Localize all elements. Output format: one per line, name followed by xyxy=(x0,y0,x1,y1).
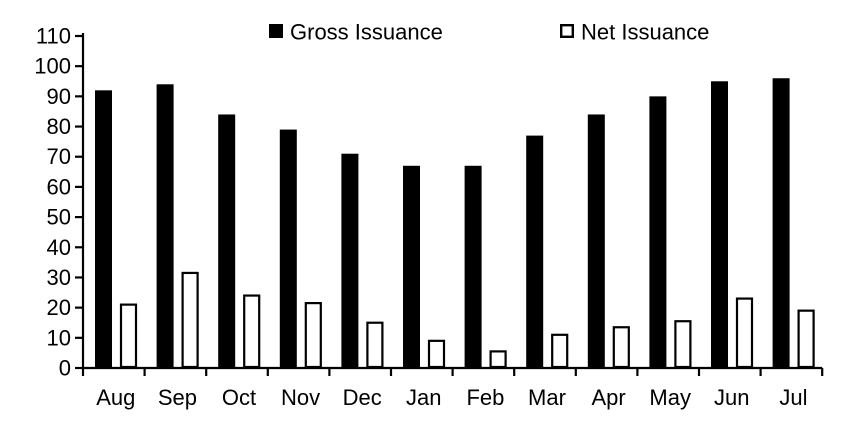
x-axis-month-label: Jul xyxy=(779,385,807,410)
net-issuance-bar xyxy=(674,320,692,369)
y-axis-label: 20 xyxy=(47,295,71,320)
gross-issuance-bar xyxy=(772,78,790,368)
gross-issuance-bar xyxy=(649,96,667,368)
gross-issuance-bar xyxy=(218,114,236,369)
y-axis-label: 110 xyxy=(36,24,71,49)
gross-issuance-bar xyxy=(587,114,605,369)
y-axis-label: 100 xyxy=(34,54,71,79)
y-axis-label: 30 xyxy=(47,265,71,290)
y-axis-label: 10 xyxy=(47,325,71,350)
net-issuance-bar xyxy=(304,302,322,369)
y-axis-label: 60 xyxy=(47,174,71,199)
y-axis-label: 90 xyxy=(47,84,71,109)
legend-net-issuance-label: Net Issuance xyxy=(581,20,709,45)
gross-issuance-bar xyxy=(156,84,174,369)
gross-issuance-bar xyxy=(464,165,482,368)
gross-issuance-bar xyxy=(711,81,728,368)
net-issuance-bar xyxy=(489,350,507,369)
net-issuance-bar xyxy=(735,297,754,369)
open-square-icon xyxy=(560,24,575,39)
x-axis-month-label: May xyxy=(649,385,691,410)
y-axis-label: 40 xyxy=(47,235,71,260)
filled-square-icon xyxy=(269,24,283,38)
x-axis-month-label: Mar xyxy=(528,385,566,410)
net-issuance-bar xyxy=(243,294,261,369)
net-issuance-bar xyxy=(797,309,815,369)
x-axis-month-label: Feb xyxy=(466,385,504,410)
net-issuance-bar xyxy=(612,326,630,369)
x-axis-month-label: Apr xyxy=(591,385,625,410)
y-axis-label: 50 xyxy=(47,205,71,230)
x-axis-month-label: Jan xyxy=(406,385,441,410)
gross-issuance-bar xyxy=(403,165,420,368)
x-axis-month-label: Aug xyxy=(96,385,135,410)
x-axis-month-label: Dec xyxy=(343,385,382,410)
x-axis-month-label: Oct xyxy=(222,385,256,410)
net-issuance-bar xyxy=(366,321,384,369)
y-axis-label: 80 xyxy=(47,114,71,139)
y-axis-label: 0 xyxy=(59,356,71,381)
net-issuance-bar xyxy=(181,271,199,369)
gross-issuance-bar xyxy=(279,129,297,368)
net-issuance-bar xyxy=(551,333,569,369)
net-issuance-bar xyxy=(119,303,138,369)
gross-issuance-bar xyxy=(95,90,112,368)
gross-issuance-bar xyxy=(341,153,359,368)
y-axis-label: 70 xyxy=(47,144,71,169)
x-axis-month-label: Nov xyxy=(281,385,320,410)
net-issuance-bar xyxy=(427,339,446,369)
gross-issuance-bar xyxy=(526,135,544,368)
x-axis-month-label: Sep xyxy=(158,385,197,410)
x-axis-month-label: Jun xyxy=(714,385,749,410)
legend-gross-issuance-label: Gross Issuance xyxy=(290,20,443,45)
